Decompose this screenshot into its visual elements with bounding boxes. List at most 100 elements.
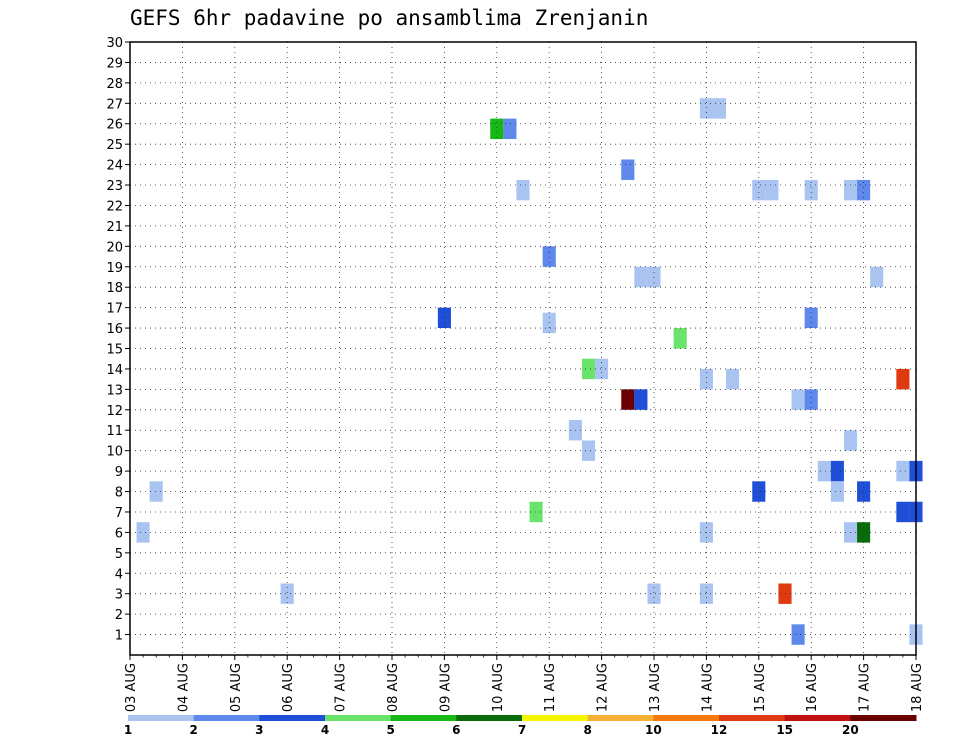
x-tick-label: 07 AUG bbox=[334, 663, 349, 712]
x-tick-label: 16 AUG bbox=[805, 663, 820, 712]
x-tick-label: 15 AUG bbox=[753, 663, 768, 712]
data-cell bbox=[647, 266, 661, 288]
x-tick-label: 03 AUG bbox=[124, 663, 139, 712]
data-cell bbox=[857, 481, 871, 502]
data-cell bbox=[595, 358, 609, 380]
y-tick-label: 20 bbox=[106, 240, 123, 255]
data-cell bbox=[634, 389, 648, 410]
y-tick-label: 26 bbox=[106, 118, 123, 133]
colorbar-swatch bbox=[653, 715, 720, 721]
y-tick-label: 28 bbox=[106, 77, 123, 92]
data-cell bbox=[817, 460, 831, 482]
y-tick-label: 3 bbox=[115, 588, 123, 603]
data-cell bbox=[149, 481, 163, 502]
y-tick-label: 17 bbox=[106, 302, 123, 317]
y-tick-label: 30 bbox=[106, 36, 123, 51]
colorbar-label: 12 bbox=[711, 723, 728, 737]
y-tick-label: 10 bbox=[106, 445, 123, 460]
grid-lines bbox=[130, 41, 916, 655]
colorbar-label: 6 bbox=[452, 723, 460, 737]
x-tick-label: 13 AUG bbox=[648, 663, 663, 712]
y-tick-label: 23 bbox=[106, 179, 123, 194]
y-tick-label: 22 bbox=[106, 199, 123, 214]
y-tick-label: 6 bbox=[115, 526, 123, 541]
data-cell bbox=[896, 460, 910, 482]
x-tick-label: 04 AUG bbox=[176, 663, 191, 712]
colorbar-label: 15 bbox=[776, 723, 793, 737]
data-cell bbox=[699, 368, 713, 390]
colorbar-swatch bbox=[193, 715, 260, 721]
colorbar-swatch bbox=[259, 715, 326, 721]
data-cell bbox=[804, 389, 818, 410]
y-tick-label: 8 bbox=[115, 486, 123, 501]
data-cell bbox=[765, 179, 779, 201]
data-cell bbox=[726, 368, 740, 390]
data-cell bbox=[136, 522, 150, 543]
data-cell bbox=[830, 481, 844, 502]
y-tick-label: 14 bbox=[106, 363, 123, 378]
data-cell bbox=[896, 368, 910, 390]
y-axis: 1234567891011121314151617181920212223242… bbox=[106, 36, 130, 644]
x-tick-label: 12 AUG bbox=[596, 663, 611, 712]
y-tick-label: 1 bbox=[115, 629, 123, 644]
x-tick-label: 05 AUG bbox=[229, 663, 244, 712]
colorbar-swatch bbox=[325, 715, 392, 721]
x-axis: 03 AUG 04 AUG 05 AUG 06 AUG 07 AUG 08 AUG 09 A… bbox=[124, 655, 925, 712]
y-tick-label: 9 bbox=[115, 465, 123, 480]
data-cells bbox=[136, 98, 923, 645]
data-cell bbox=[581, 440, 596, 461]
data-cell bbox=[529, 501, 543, 523]
colorbar-label: 4 bbox=[321, 723, 329, 737]
data-cell bbox=[843, 430, 858, 451]
colorbar-label: 5 bbox=[386, 723, 394, 737]
colorbar-swatch bbox=[522, 715, 589, 721]
y-tick-label: 18 bbox=[106, 281, 123, 296]
data-cell bbox=[830, 460, 844, 482]
colorbar-label: 2 bbox=[189, 723, 197, 737]
y-tick-label: 4 bbox=[115, 567, 123, 582]
plot-frame bbox=[129, 41, 917, 656]
data-cell bbox=[870, 266, 884, 288]
data-cell bbox=[490, 118, 504, 140]
data-cell bbox=[581, 358, 596, 380]
colorbar-label: 8 bbox=[583, 723, 591, 737]
x-tick-label: 06 AUG bbox=[281, 663, 296, 712]
y-tick-label: 5 bbox=[115, 547, 123, 562]
data-cell bbox=[791, 624, 805, 645]
y-tick-label: 16 bbox=[106, 322, 123, 337]
y-tick-label: 21 bbox=[106, 220, 123, 235]
data-cell bbox=[621, 159, 635, 180]
colorbar-label: 10 bbox=[645, 723, 662, 737]
colorbar-swatch bbox=[719, 715, 786, 721]
colorbar-swatch bbox=[128, 715, 195, 721]
y-tick-label: 24 bbox=[106, 159, 123, 174]
colorbar-swatch bbox=[784, 715, 851, 721]
data-cell bbox=[621, 389, 635, 410]
data-cell bbox=[752, 481, 766, 502]
x-tick-label: 18 AUG bbox=[910, 663, 925, 712]
x-tick-label: 14 AUG bbox=[700, 663, 715, 712]
y-tick-label: 27 bbox=[106, 97, 123, 112]
data-cell bbox=[516, 179, 530, 201]
colorbar-label: 1 bbox=[124, 723, 132, 737]
x-tick-label: 11 AUG bbox=[543, 663, 558, 712]
data-cell bbox=[896, 501, 910, 523]
y-tick-label: 11 bbox=[106, 424, 123, 439]
x-tick-label: 08 AUG bbox=[386, 663, 401, 712]
x-tick-label: 10 AUG bbox=[491, 663, 506, 712]
y-tick-label: 13 bbox=[106, 383, 123, 398]
y-tick-label: 7 bbox=[115, 506, 123, 521]
chart-title: GEFS 6hr padavine po ansamblima Zrenjani… bbox=[130, 6, 649, 30]
data-cell bbox=[804, 179, 818, 201]
colorbar-swatch bbox=[587, 715, 654, 721]
colorbar-label: 3 bbox=[255, 723, 263, 737]
data-cell bbox=[634, 266, 648, 288]
data-cell bbox=[542, 246, 556, 267]
colorbar: 1 2 3 4 5 6 7 8 10 12 15 20 bbox=[124, 715, 917, 737]
colorbar-label: 20 bbox=[842, 723, 859, 737]
data-cell bbox=[699, 98, 713, 119]
y-tick-label: 25 bbox=[106, 138, 123, 153]
colorbar-swatch bbox=[850, 715, 917, 721]
data-cell bbox=[712, 98, 727, 119]
